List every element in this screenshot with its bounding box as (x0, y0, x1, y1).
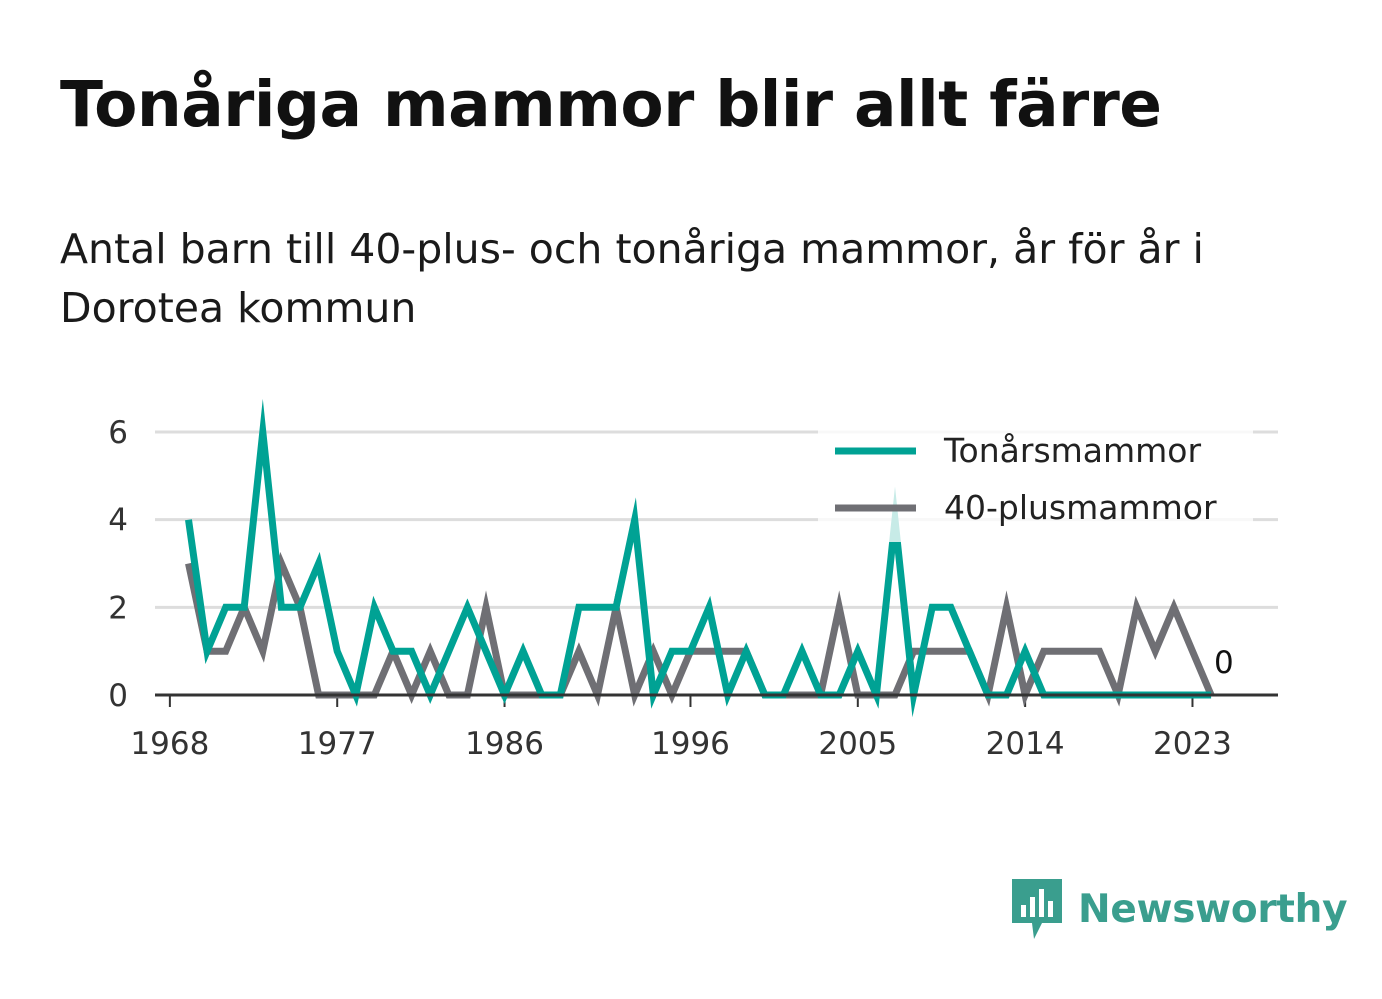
legend-background (818, 424, 1253, 542)
chart-subtitle: Antal barn till 40-plus- och tonåriga ma… (60, 225, 1204, 332)
y-tick-label: 2 (108, 590, 128, 626)
series-line-tonarsmammor (185, 398, 1212, 718)
brand-name: Newsworthy (1078, 886, 1348, 932)
brand-logo: Newsworthy (1012, 878, 1348, 940)
x-tick-label: 1996 (651, 726, 730, 762)
x-tick-label: 2005 (818, 726, 897, 762)
newsworthy-logo-icon (1012, 879, 1062, 939)
x-axis: 1968 1977 1986 1996 2005 2014 2023 (130, 695, 1232, 762)
y-tick-label: 6 (108, 415, 128, 451)
x-tick-label: 1968 (130, 726, 209, 762)
legend: Tonårsmammor 40-plusmammor (818, 424, 1253, 542)
page-title: Tonåriga mammor blir allt färre (60, 68, 1162, 141)
legend-label: 40-plusmammor (944, 488, 1217, 527)
end-value-label: 0 (1214, 645, 1234, 681)
x-tick-label: 2023 (1153, 726, 1232, 762)
x-tick-label: 1986 (465, 726, 544, 762)
legend-label: Tonårsmammor (943, 431, 1201, 470)
end-labels: 0 (1214, 645, 1234, 681)
y-tick-label: 4 (108, 503, 128, 539)
x-tick-label: 2014 (986, 726, 1065, 762)
x-tick-label: 1977 (298, 726, 377, 762)
y-axis: 0 2 4 6 (108, 415, 128, 714)
y-tick-label: 0 (108, 678, 128, 714)
series-lines (155, 398, 1278, 718)
